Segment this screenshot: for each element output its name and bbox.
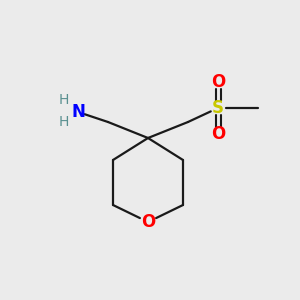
Text: S: S — [212, 99, 224, 117]
Text: O: O — [211, 73, 225, 91]
Text: H: H — [59, 115, 69, 129]
Text: N: N — [71, 103, 85, 121]
Text: O: O — [211, 125, 225, 143]
Text: H: H — [59, 93, 69, 107]
Text: O: O — [141, 213, 155, 231]
